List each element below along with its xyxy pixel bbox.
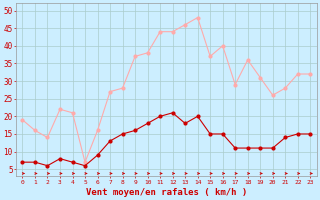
X-axis label: Vent moyen/en rafales ( km/h ): Vent moyen/en rafales ( km/h ): [86, 188, 247, 197]
